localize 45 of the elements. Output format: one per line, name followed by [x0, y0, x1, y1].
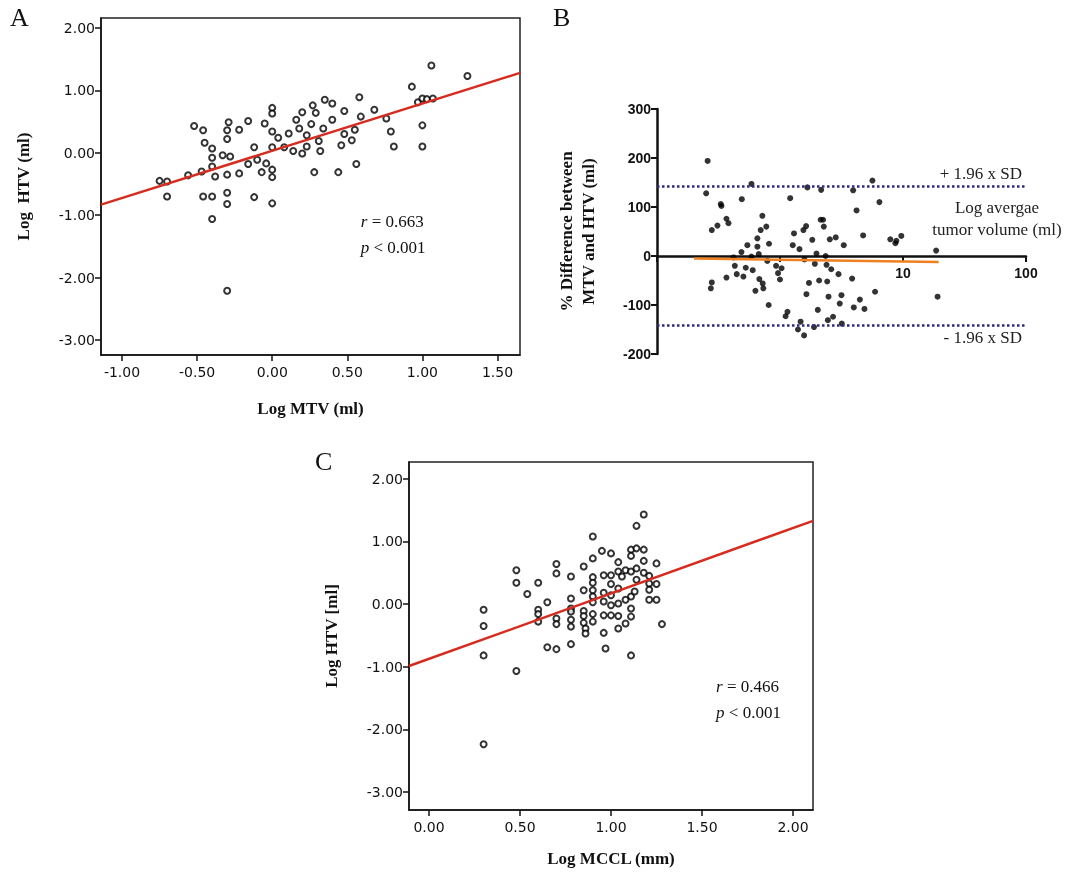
annotation: r = 0.663 [360, 212, 424, 232]
y-tick-label: -3.00 [366, 783, 403, 800]
y-tick-label: 0 [643, 248, 652, 264]
annotation: p < 0.001 [715, 702, 781, 722]
y-axis-title: Log HTV [ml] [321, 584, 341, 688]
y-tick-label: -2.00 [58, 269, 95, 286]
y-tick-label: 2.00 [371, 470, 403, 487]
y-tick-label: -1.00 [58, 207, 95, 224]
x-tick-label: -0.50 [179, 364, 216, 380]
y-tick-label: -3.00 [58, 332, 95, 349]
y-tick-label: 200 [627, 150, 652, 166]
y-tick-label: 0.00 [63, 144, 95, 161]
x-tick-label: 1.50 [686, 819, 718, 835]
x-tick-label: 2.00 [777, 819, 809, 835]
chart-title: A [10, 2, 29, 32]
x-tick-label: 1.00 [406, 364, 438, 380]
y-tick-label: 100 [627, 199, 652, 215]
y-tick-label: 1.00 [371, 533, 403, 550]
x-axis-title: Log MCCL (mm) [547, 849, 675, 868]
annotation: r = 0.466 [716, 676, 779, 696]
y-tick-label: 2.00 [63, 19, 95, 36]
x-tick-label: 1.50 [481, 364, 514, 380]
y-tick-label: -1.00 [366, 658, 403, 675]
x-tick-label: 0.00 [413, 819, 445, 835]
y-axis-title: Log HTV (ml) [13, 132, 33, 241]
x-tick-label: 1.00 [595, 819, 627, 835]
y-tick-label: -100 [622, 297, 652, 313]
x-axis-title: Log avergae tumor volume (ml) [932, 197, 1062, 239]
ref-line-label: + 1.96 x SD [939, 164, 1022, 184]
y-tick-label: 1.00 [63, 82, 95, 99]
y-tick-label: -200 [622, 346, 652, 362]
chart-title: C [315, 446, 333, 476]
annotation: p < 0.001 [359, 238, 426, 258]
y-tick-label: -2.00 [366, 721, 403, 738]
x-tick-label: 0.50 [504, 819, 536, 835]
chart-title: B [553, 2, 571, 32]
x-tick-label: 0.00 [256, 364, 288, 380]
x-tick-label: 0.50 [331, 364, 363, 380]
y-tick-label: 300 [627, 101, 652, 117]
ref-line-label: - 1.96 x SD [943, 328, 1022, 348]
y-tick-label: 0.00 [371, 596, 403, 613]
x-axis-title: Log MTV (ml) [257, 399, 364, 418]
x-tick-label: 10 [895, 265, 911, 281]
x-tick-label: -1.00 [103, 364, 141, 380]
y-axis-title: % Difference between MTV and HTV (ml) [556, 150, 598, 312]
